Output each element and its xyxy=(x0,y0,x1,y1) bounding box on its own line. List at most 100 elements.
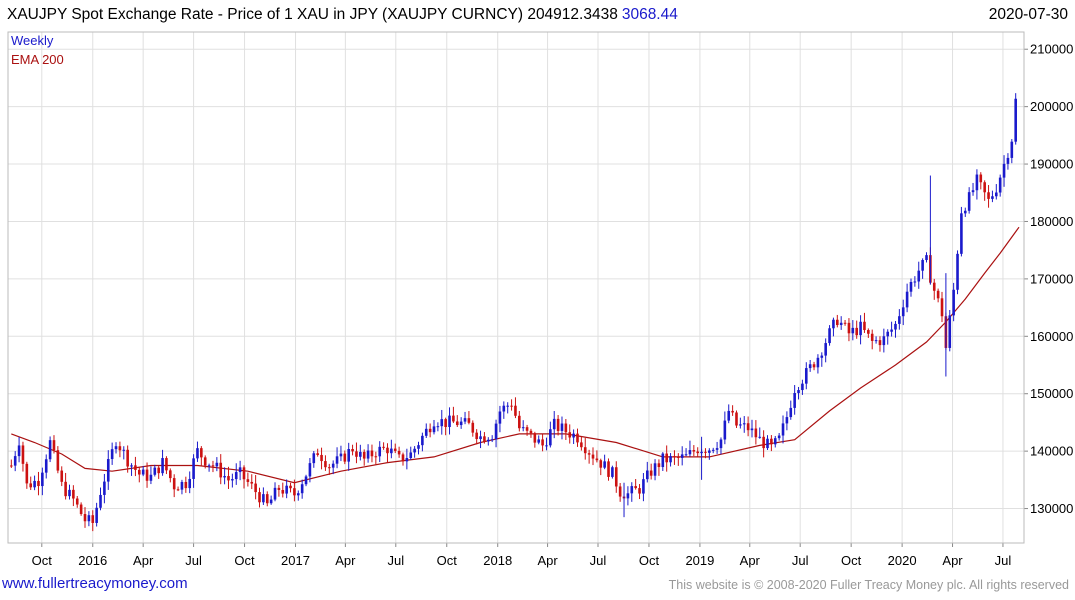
candle-body xyxy=(576,433,579,443)
candle-body xyxy=(382,446,385,448)
candle-body xyxy=(188,478,192,489)
candle-body xyxy=(898,316,901,324)
candle-body xyxy=(525,427,529,431)
candle-body xyxy=(362,451,366,459)
candle-body xyxy=(963,210,967,214)
candle-body xyxy=(750,428,754,431)
candle-body xyxy=(711,449,715,451)
candle-body xyxy=(1002,163,1006,178)
candle-body xyxy=(68,489,71,497)
candle-body xyxy=(715,448,719,450)
candle-body xyxy=(901,307,905,317)
candle-body xyxy=(114,446,118,450)
candle-body xyxy=(10,465,13,467)
candle-body xyxy=(704,451,707,453)
candle-body xyxy=(684,454,688,456)
candle-body xyxy=(153,467,157,475)
candle-body xyxy=(529,430,533,434)
candle-body xyxy=(556,418,560,431)
candle-body xyxy=(455,421,459,426)
x-tick-label: Apr xyxy=(740,553,761,568)
price-change: 3068.44 xyxy=(621,6,678,23)
candle-body xyxy=(296,493,300,496)
x-tick-label: Jul xyxy=(185,553,202,568)
candle-body xyxy=(739,424,742,426)
candle-body xyxy=(591,454,595,459)
candle-body xyxy=(983,182,986,193)
candle-body xyxy=(242,467,246,480)
candle-body xyxy=(343,453,347,462)
candle-body xyxy=(335,456,339,464)
candle-body xyxy=(645,470,649,480)
candle-body xyxy=(145,469,149,481)
y-tick-label: 200000 xyxy=(1030,99,1073,114)
candle-body xyxy=(87,515,91,522)
candle-body xyxy=(812,364,816,368)
candle-body xyxy=(17,445,21,457)
candle-body xyxy=(273,487,277,500)
candle-body xyxy=(424,428,428,436)
candle-body xyxy=(467,418,471,423)
candle-body xyxy=(122,449,126,451)
candle-body xyxy=(405,458,409,462)
candle-body xyxy=(863,321,866,331)
candle-body xyxy=(157,467,160,474)
candle-body xyxy=(452,415,455,422)
candle-body xyxy=(649,470,653,476)
candle-body xyxy=(816,357,820,368)
candle-body xyxy=(1006,157,1010,164)
candle-body xyxy=(665,453,668,463)
candle-body xyxy=(320,454,323,462)
x-tick-label: Jul xyxy=(792,553,809,568)
y-tick-label: 180000 xyxy=(1030,214,1073,229)
candle-body xyxy=(440,419,444,427)
candle-body xyxy=(359,451,362,457)
candle-body xyxy=(33,480,36,488)
candle-body xyxy=(746,423,750,431)
candle-body xyxy=(246,479,250,482)
candle-body xyxy=(37,480,40,487)
candle-body xyxy=(894,323,897,330)
x-tick-label: Oct xyxy=(841,553,862,568)
candle-body xyxy=(149,474,153,481)
candle-body xyxy=(285,485,288,494)
candle-body xyxy=(801,383,804,391)
candle-body xyxy=(599,460,603,468)
candle-body xyxy=(289,485,292,489)
candle-body xyxy=(967,192,971,211)
chart-title: XAUJPY Spot Exchange Rate - Price of 1 X… xyxy=(7,6,678,24)
candle-body xyxy=(603,461,606,468)
candle-body xyxy=(583,447,587,454)
candle-body xyxy=(1014,98,1017,142)
candle-body xyxy=(448,415,451,428)
candle-body xyxy=(564,423,568,433)
candle-body xyxy=(917,270,921,282)
candle-body xyxy=(618,486,622,497)
candle-body xyxy=(882,336,886,346)
candle-body xyxy=(890,329,893,332)
candle-body xyxy=(207,465,211,467)
candle-body xyxy=(766,438,769,449)
candle-body xyxy=(215,462,219,467)
candle-body xyxy=(211,465,215,467)
y-tick-label: 160000 xyxy=(1030,329,1073,344)
candle-body xyxy=(839,322,843,326)
candle-body xyxy=(258,492,261,503)
candle-body xyxy=(238,467,242,473)
website-link[interactable]: www.fullertreacymoney.com xyxy=(2,575,188,592)
candle-body xyxy=(932,282,936,291)
candle-body xyxy=(855,327,858,336)
candle-body xyxy=(878,340,882,346)
candle-body xyxy=(1010,141,1014,158)
candle-body xyxy=(269,499,273,504)
candle-body xyxy=(913,281,917,283)
candle-body xyxy=(948,315,952,348)
candle-body xyxy=(735,412,738,426)
candle-body xyxy=(638,488,641,494)
candle-body xyxy=(758,436,762,438)
candle-body xyxy=(203,457,207,466)
candle-body xyxy=(83,514,87,522)
x-tick-label: Apr xyxy=(335,553,356,568)
candle-body xyxy=(13,456,17,466)
candle-body xyxy=(770,438,773,445)
